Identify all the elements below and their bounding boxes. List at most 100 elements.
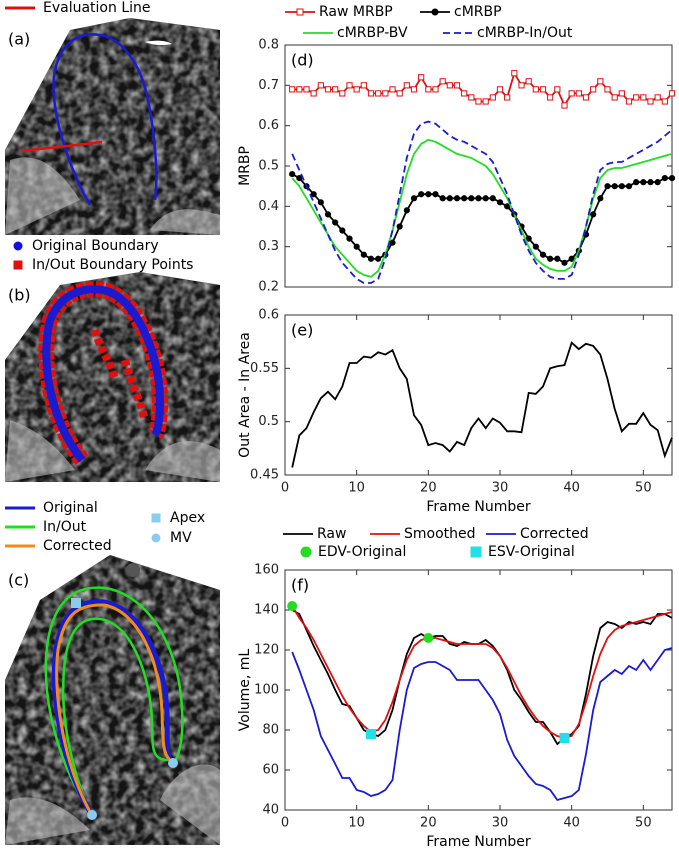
marker [424,634,433,643]
y-tick-label: 0.3 [258,239,279,254]
marker [454,196,459,201]
marker [152,514,160,522]
marker [669,176,674,181]
marker [471,547,481,557]
marker [383,91,388,96]
marker [390,240,395,245]
marker [469,196,474,201]
marker [368,91,373,96]
marker [626,99,631,104]
marker [497,87,502,92]
x-tick-label: 30 [492,481,509,496]
marker [641,180,646,185]
marker [304,87,309,92]
y-tick-label: 0.55 [250,361,279,376]
marker [555,256,560,261]
marker [301,547,311,557]
legend-label: cMRBP [454,4,502,20]
x-tick-label: 0 [281,816,289,831]
marker [318,83,323,88]
marker [548,95,553,100]
marker [662,99,667,104]
marker [361,83,366,88]
marker [476,196,481,201]
marker [376,256,381,261]
y-axis-label: MRBP [237,146,253,186]
legend-label: Smoothed [404,526,476,542]
marker [432,9,438,15]
marker [490,95,495,100]
marker [540,252,545,257]
marker [288,602,297,611]
marker [598,79,603,84]
x-tick-label: 20 [420,816,437,831]
marker [560,734,569,743]
marker [634,95,639,100]
legend-label: Original [43,500,98,516]
marker [397,224,402,229]
x-tick-label: 30 [492,816,509,831]
y-tick-label: 40 [262,803,279,818]
marker [347,83,352,88]
marker [540,87,545,92]
marker [14,261,22,269]
legend-label: MV [170,530,192,546]
y-axis-label: Out Area - In Area [237,332,253,458]
ultrasound-image-a [5,18,220,235]
y-tick-label: 0.7 [258,78,279,93]
panel-label: (d) [291,51,314,70]
x-tick-label: 40 [563,481,580,496]
y-tick-label: 0.6 [258,308,279,323]
marker [512,71,517,76]
x-tick-label: 10 [348,816,365,831]
marker [648,99,653,104]
legend-label: cMRBP-BV [337,25,408,41]
y-tick-label: 0.5 [258,414,279,429]
marker [419,192,424,197]
marker [490,196,495,201]
y-tick-label: 140 [254,603,279,618]
marker [612,184,617,189]
marker [404,83,409,88]
marker [655,95,660,100]
y-axis-label: Volume, mL [237,649,253,732]
marker [440,196,445,201]
marker [297,87,302,92]
marker [325,87,330,92]
ultrasound-image-c [5,555,220,845]
y-tick-label: 80 [262,723,279,738]
marker [404,208,409,213]
plot-area [285,570,672,810]
marker [526,79,531,84]
y-tick-label: 0.4 [258,199,279,214]
x-tick-label: 20 [420,481,437,496]
marker [347,236,352,241]
marker [583,95,588,100]
marker [454,83,459,88]
marker [483,196,488,201]
marker [605,87,610,92]
marker [447,196,452,201]
marker [598,196,603,201]
marker [447,83,452,88]
legend-label: Raw MRBP [319,4,393,20]
legend-label: Corrected [520,526,589,542]
marker [152,534,160,542]
marker [533,87,538,92]
marker [390,87,395,92]
marker [340,91,345,96]
y-tick-label: 0.6 [258,118,279,133]
legend-label: Raw [317,526,346,542]
marker [497,200,502,205]
marker [290,87,295,92]
legend-label: Corrected [43,538,112,554]
marker [619,184,624,189]
x-tick-label: 50 [635,481,652,496]
plot-area [285,45,672,287]
y-tick-label: 120 [254,643,279,658]
legend-label: ESV-Original [488,544,575,560]
x-tick-label: 10 [348,481,365,496]
marker [340,228,345,233]
marker [397,91,402,96]
panel-label: (a) [8,30,30,49]
